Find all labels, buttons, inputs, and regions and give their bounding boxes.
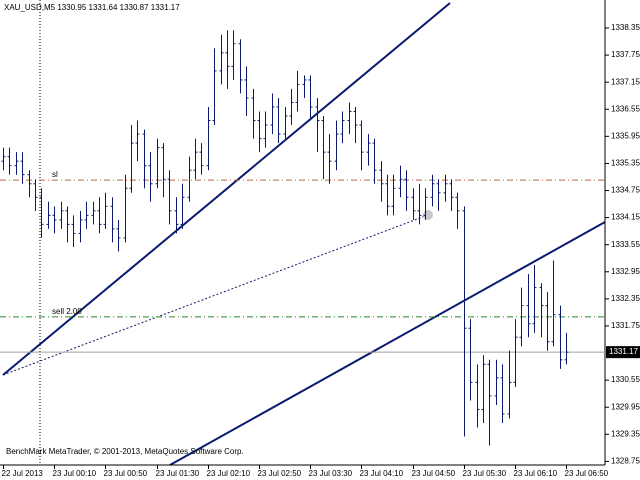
trend-line [169, 221, 606, 466]
y-tick-label: 1337.75 [611, 50, 640, 59]
y-tick-label: 1333.55 [611, 240, 640, 249]
x-tick-label: 23 Jul 02:10 [207, 469, 251, 478]
y-tick-label: 1335.95 [611, 131, 640, 140]
trend-line [2, 2, 451, 376]
x-tick-label: 23 Jul 06:10 [514, 469, 558, 478]
x-tick-label: 23 Jul 05:30 [463, 469, 507, 478]
y-tick-label: 1329.95 [611, 402, 640, 411]
y-tick-label: 1330.55 [611, 375, 640, 384]
x-tick-label: 23 Jul 06:50 [565, 469, 609, 478]
current-price-box [606, 346, 640, 359]
x-tick-label: 23 Jul 01:30 [156, 469, 200, 478]
y-tick-label: 1332.35 [611, 294, 640, 303]
x-tick-label: 23 Jul 00:50 [104, 469, 148, 478]
y-tick-label: 1331.75 [611, 321, 640, 330]
y-tick-label: 1335.35 [611, 159, 640, 168]
x-tick-label: 23 Jul 00:10 [53, 469, 97, 478]
y-tick-label: 1328.75 [611, 456, 640, 465]
y-tick-label: 1338.35 [611, 23, 640, 32]
footer: BenchMark MetaTrader, © 2001-2013, MetaQ… [6, 447, 244, 456]
x-tick-label: 23 Jul 04:50 [412, 469, 456, 478]
price-level-label: sl [52, 170, 58, 179]
y-tick-label: 1334.75 [611, 186, 640, 195]
x-tick-label: 22 Jul 2013 [2, 469, 44, 478]
y-tick-label: 1337.15 [611, 77, 640, 86]
x-tick-label: 23 Jul 03:30 [309, 469, 353, 478]
chart-title: XAU_USD,M5 1330.95 1331.64 1330.87 1331.… [4, 3, 180, 12]
current-price-label: 1331.17 [609, 347, 638, 356]
y-tick-label: 1329.35 [611, 429, 640, 438]
dotted-trend-line [2, 214, 429, 376]
x-tick-label: 23 Jul 04:10 [360, 469, 404, 478]
x-tick-label: 23 Jul 02:50 [258, 469, 302, 478]
y-tick-label: 1336.55 [611, 104, 640, 113]
y-tick-label: 1332.95 [611, 267, 640, 276]
price-level-label: sell 2.00 [52, 307, 82, 316]
y-tick-label: 1334.15 [611, 213, 640, 222]
